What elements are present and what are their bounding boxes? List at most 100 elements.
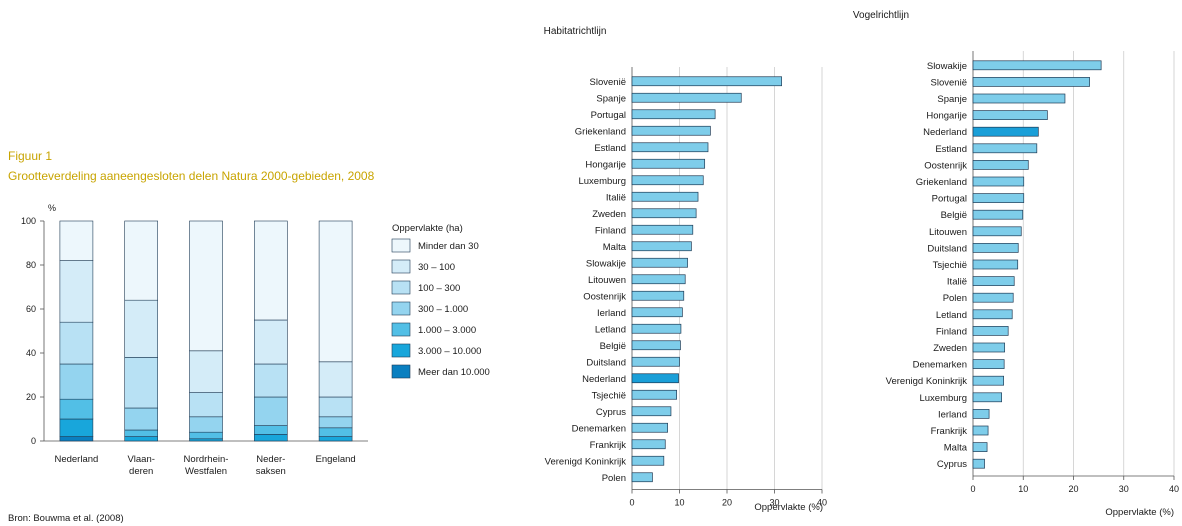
bar-luxemburg: [631, 175, 704, 186]
stacked-bar-segment: [59, 418, 94, 437]
bar-duitsland: [972, 243, 1019, 253]
category-label-malta: Malta: [603, 242, 627, 253]
y-tick-label: 60: [26, 304, 36, 314]
bar-slovenie: [972, 77, 1090, 87]
category-label-portugal: Portugal: [932, 194, 967, 205]
bar-polen: [631, 472, 653, 483]
x-tick-label: 40: [817, 498, 827, 508]
stacked-bar-segment: [124, 357, 158, 409]
bar-italie: [631, 191, 699, 202]
category-label-finland: Finland: [936, 326, 967, 337]
category-label-zweden: Zweden: [592, 209, 626, 220]
x-tick-label: 40: [1169, 484, 1179, 494]
category-label-verenigd-koninkrijk: Verenigd Koninkrijk: [886, 376, 968, 387]
bar-tsjechie: [972, 259, 1019, 270]
bar-letland: [631, 323, 682, 334]
stacked-bar-segment: [189, 392, 223, 418]
legend-swatch: [391, 238, 411, 253]
bar-ierland: [631, 307, 683, 318]
category-label-italie: Italië: [606, 192, 626, 203]
category-label-nederland: Nederland: [923, 127, 967, 138]
x-tick-label: 0: [970, 484, 975, 494]
category-label-ierland: Ierland: [597, 308, 626, 319]
bar-estland: [972, 143, 1038, 154]
chart-title: Habitatrichtlijn: [544, 26, 607, 37]
bar-denemarken: [631, 422, 668, 433]
bar-frankrijk: [631, 439, 666, 450]
stacked-bar-segment: [318, 220, 353, 363]
x-category-label: Engeland: [316, 454, 356, 465]
stacked-bar-segment: [124, 429, 158, 437]
stacked-bar-segment: [318, 396, 353, 418]
category-label-polen: Polen: [943, 293, 967, 304]
category-label-denemarken: Denemarken: [572, 423, 626, 434]
stacked-bar-segment: [189, 438, 223, 442]
bar-denemarken: [972, 359, 1005, 369]
bar-slowakije: [631, 257, 688, 268]
category-label-letland: Letland: [936, 310, 967, 321]
category-label-cyprus: Cyprus: [937, 459, 967, 470]
category-label-hongarije: Hongarije: [585, 159, 626, 170]
stacked-bar-segment: [254, 319, 288, 365]
bar-belgie: [972, 209, 1024, 220]
stacked-bar-segment: [124, 436, 158, 442]
legend-title: Oppervlakte (ha): [392, 223, 463, 234]
category-label-portugal: Portugal: [591, 110, 626, 121]
category-label-duitsland: Duitsland: [927, 243, 967, 254]
legend-label: 30 – 100: [418, 262, 455, 273]
stacked-bar-segment: [254, 425, 288, 435]
category-label-slovenie: Slovenië: [590, 77, 626, 88]
x-axis-label: Oppervlakte (%): [1105, 507, 1174, 518]
bar-spanje: [972, 93, 1066, 104]
category-label-zweden: Zweden: [933, 343, 967, 354]
stacked-bar-segment: [59, 220, 94, 261]
bar-spanje: [631, 92, 742, 103]
category-label-malta: Malta: [944, 443, 968, 454]
stacked-bar-segment: [189, 220, 223, 352]
category-label-slovenie: Slovenië: [931, 77, 967, 88]
x-tick-label: 20: [722, 498, 732, 508]
stacked-bar-segment: [318, 436, 353, 442]
bar-verenigd-koninkrijk: [972, 375, 1005, 386]
category-label-litouwen: Litouwen: [929, 227, 967, 238]
stacked-bar-segment: [318, 427, 353, 437]
stacked-bar-chart: % 0 20 40 60 80 100 Nederland Vlaan-deren Nordrhe…: [21, 203, 490, 477]
x-tick-label: 10: [1018, 484, 1028, 494]
bar-slovenie: [631, 76, 782, 87]
bar-zweden: [972, 342, 1006, 353]
bar-ierland: [972, 409, 990, 419]
x-category-label: Nederland: [54, 454, 98, 465]
stacked-bar-segment: [189, 350, 223, 393]
bar-luxemburg: [972, 392, 1002, 403]
stacked-bar-segment: [318, 416, 353, 429]
legend-swatch: [391, 259, 411, 274]
category-label-italie: Italië: [947, 277, 967, 288]
bar-oostenrijk: [631, 290, 685, 301]
x-tick-label: 20: [1068, 484, 1078, 494]
legend-label: Minder dan 30: [418, 241, 479, 252]
legend-swatch: [391, 343, 411, 358]
legend-swatch: [391, 280, 411, 295]
stacked-bar-segment: [254, 363, 288, 398]
category-label-belgie: België: [600, 341, 626, 352]
category-label-polen: Polen: [602, 473, 626, 484]
bar-italie: [972, 276, 1015, 286]
category-label-griekenland: Griekenland: [575, 126, 626, 137]
y-axis-label: %: [48, 203, 56, 213]
bar-slowakije: [972, 60, 1102, 71]
x-category-label: deren: [129, 466, 153, 477]
stacked-bar-segment: [124, 407, 158, 431]
category-label-finland: Finland: [595, 225, 626, 236]
bar-cyprus: [972, 458, 985, 469]
category-label-spanje: Spanje: [596, 93, 626, 104]
figure-source: Bron: Bouwma et al. (2008): [8, 513, 124, 524]
x-category-label: saksen: [256, 466, 286, 477]
x-category-label: Vlaan-: [127, 454, 154, 465]
stacked-bar-segment: [254, 434, 288, 442]
bar-portugal: [972, 193, 1025, 203]
stacked-bar-segment: [59, 321, 94, 365]
x-tick-label: 30: [1119, 484, 1129, 494]
x-tick-label: 30: [769, 498, 779, 508]
category-label-cyprus: Cyprus: [596, 407, 626, 418]
